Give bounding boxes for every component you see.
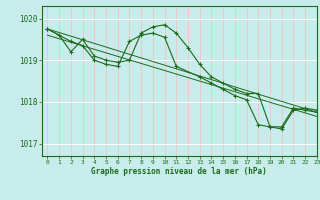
- X-axis label: Graphe pression niveau de la mer (hPa): Graphe pression niveau de la mer (hPa): [91, 167, 267, 176]
